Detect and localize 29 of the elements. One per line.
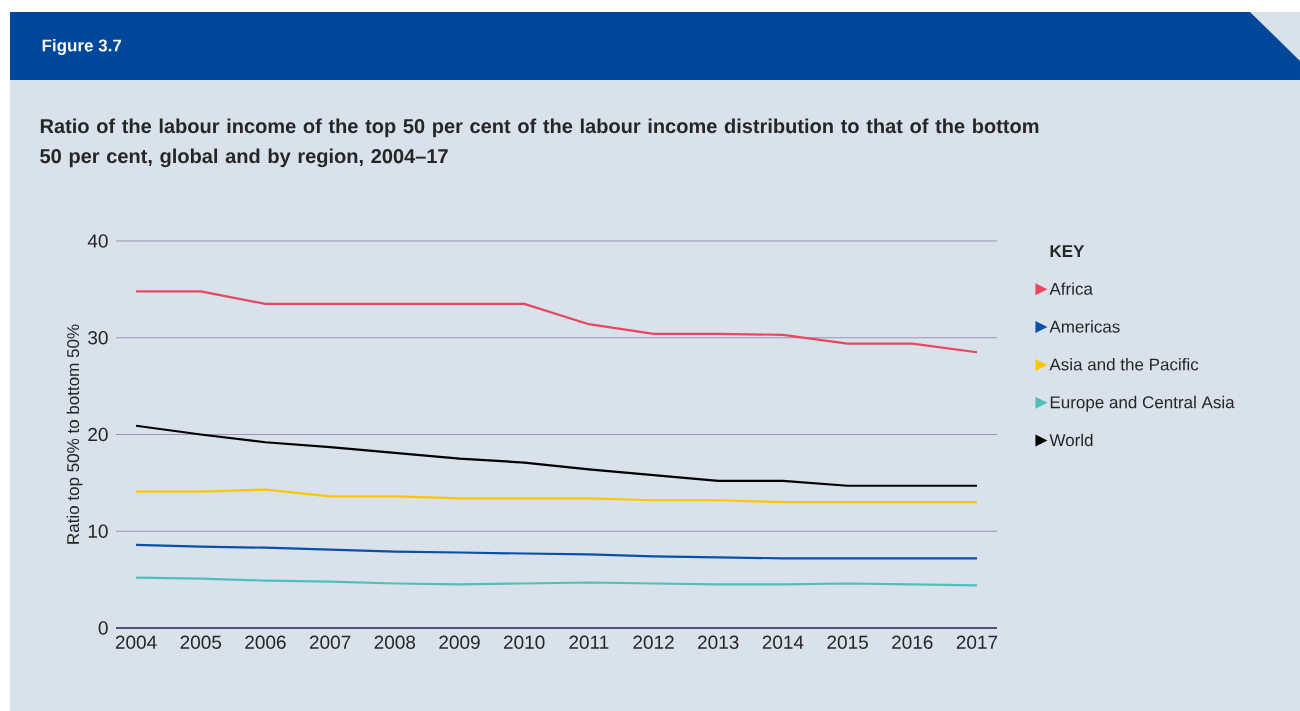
line-series (134, 576, 979, 587)
x-tick-label: 2013 (698, 635, 739, 649)
legend-label: Europe and Central Asia (1050, 395, 1235, 412)
chart-title: Ratio of the labour income of the top 50 per cent of the labour income distribution to that of the bottom 50 per cent, global and by region, 2004–17 (40, 118, 1039, 168)
x-tick-label: 2008 (374, 635, 416, 649)
x-tick-label: 2006 (245, 635, 286, 649)
legend-label: Asia and the Pacific (1049, 358, 1199, 371)
caption: Figure 3.7 (42, 39, 122, 55)
x-tick-label: 2005 (180, 635, 222, 649)
y-tick-label: 10 (88, 524, 108, 538)
x-tick-label: 2016 (892, 635, 933, 649)
x-tick-label: 2011 (569, 635, 609, 649)
y-tick-label: 30 (88, 331, 108, 345)
x-tick-label: 2017 (956, 635, 998, 649)
legend-label: World (1049, 433, 1093, 447)
y-tick-label: 0 (98, 621, 108, 635)
y-tick-label: 20 (88, 427, 108, 442)
x-tick-label: 2009 (439, 635, 480, 649)
x-tick-label: 2012 (633, 635, 674, 649)
x-tick-label: 2014 (762, 635, 804, 649)
x-tick-label: 2004 (115, 635, 157, 649)
x-tick-label: 2015 (827, 635, 868, 649)
legend-title: KEY (1050, 245, 1085, 257)
y-tick-label: 40 (87, 234, 108, 248)
legend-label: Africa (1049, 282, 1093, 295)
legend-label: Americas (1049, 320, 1120, 333)
x-tick-label: 2007 (309, 635, 351, 649)
y-axis-title: Ratio top 50% to bottom 50% (66, 324, 83, 544)
x-tick-label: 2010 (503, 635, 545, 649)
